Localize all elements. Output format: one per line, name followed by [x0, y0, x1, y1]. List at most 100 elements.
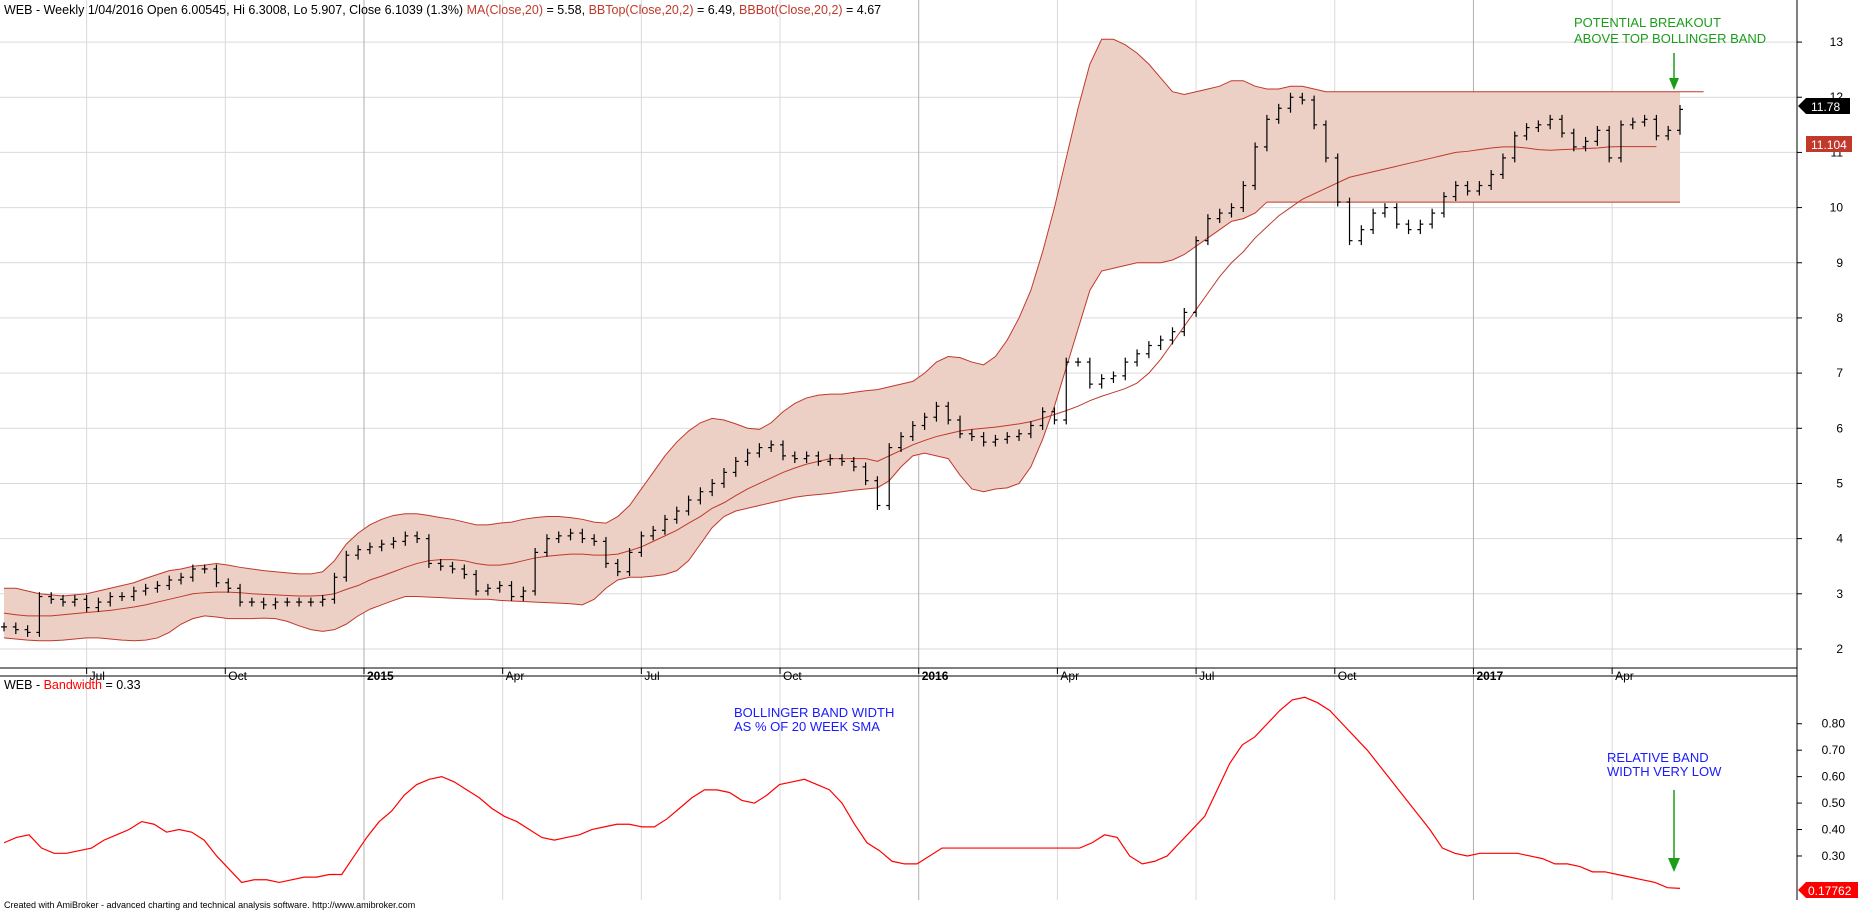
- price-bar: [130, 586, 137, 601]
- price-bar: [484, 583, 491, 596]
- price-bar: [1405, 219, 1412, 235]
- price-bar: [473, 570, 480, 596]
- price-bar: [1476, 181, 1483, 196]
- price-bar: [909, 421, 916, 441]
- price-bar: [1086, 357, 1093, 389]
- bandwidth-line: [3, 696, 1681, 889]
- price-bar: [1511, 131, 1518, 163]
- price-bar: [1417, 219, 1424, 235]
- price-bar: [720, 468, 727, 488]
- header-ma-label: MA(Close,20): [467, 3, 543, 17]
- price-bar: [248, 597, 255, 607]
- price-bar: [1499, 153, 1506, 179]
- price-tick-label: 10: [1830, 201, 1844, 215]
- price-tick-label: 4: [1836, 532, 1843, 546]
- price-bar: [1322, 120, 1329, 163]
- price-bar: [614, 559, 621, 577]
- price-bar: [1228, 203, 1235, 218]
- price-bar: [237, 583, 244, 607]
- price-bar: [36, 592, 43, 637]
- price-bar: [650, 525, 657, 541]
- price-bar: [1452, 181, 1459, 201]
- price-bar: [1358, 225, 1365, 246]
- bw-tick-label: 0.50: [1822, 796, 1846, 810]
- price-bar: [1063, 357, 1070, 425]
- price-bar: [425, 534, 432, 568]
- price-bar: [437, 559, 444, 571]
- price-bar: [886, 443, 893, 510]
- price-bar: [107, 592, 114, 607]
- price-bar: [1677, 104, 1683, 135]
- price-bar: [661, 514, 668, 535]
- price-bar: [555, 531, 562, 544]
- lower-header-symbol: WEB: [4, 678, 32, 692]
- price-bar: [921, 412, 928, 430]
- bw-tick-label: 0.80: [1822, 717, 1846, 731]
- price-bar: [1145, 341, 1152, 359]
- price-bar: [815, 451, 822, 466]
- price-bar: [1134, 349, 1141, 367]
- price-tick-label: 13: [1830, 35, 1844, 49]
- price-bar: [1535, 120, 1542, 132]
- ma-price-tag: 11.104: [1806, 136, 1852, 152]
- price-bar: [1488, 170, 1495, 190]
- price-bar: [378, 539, 385, 552]
- price-bar: [1181, 308, 1188, 337]
- price-bar: [791, 451, 798, 464]
- price-bar: [355, 545, 362, 560]
- price-bar: [992, 434, 999, 447]
- price-bar: [850, 456, 857, 472]
- price-bar: [1346, 197, 1353, 246]
- price-tick-label: 6: [1836, 421, 1843, 435]
- price-bar: [591, 534, 598, 546]
- price-bar: [779, 440, 786, 461]
- price-bar: [296, 597, 303, 607]
- price-bar: [626, 548, 633, 577]
- price-bar: [331, 572, 338, 604]
- price-bar: [12, 622, 19, 635]
- price-bar: [213, 564, 220, 588]
- price-bar: [709, 479, 716, 497]
- price-bar: [95, 597, 102, 612]
- price-bar: [508, 581, 515, 601]
- price-bar: [1110, 371, 1117, 384]
- header-bbbot-value: = 4.67: [843, 3, 882, 17]
- price-tick-label: 9: [1836, 256, 1843, 270]
- upper-header: WEB - Weekly 1/04/2016 Open 6.00545, Hi …: [4, 3, 881, 17]
- price-bar: [1582, 136, 1589, 152]
- price-bar: [1027, 421, 1034, 439]
- price-bar: [366, 542, 373, 555]
- low-width-arrow: [1668, 790, 1680, 872]
- price-bar: [1665, 125, 1672, 141]
- price-bar: [1039, 407, 1046, 430]
- bw-tick-label: 0.60: [1822, 770, 1846, 784]
- price-bar: [874, 476, 881, 510]
- time-tick-label: Apr: [1615, 669, 1634, 683]
- time-tick-label: Oct: [228, 669, 247, 683]
- price-bar: [71, 594, 78, 607]
- price-bar: [1440, 192, 1447, 218]
- price-bar: [1193, 236, 1200, 317]
- price-bar: [307, 597, 314, 607]
- price-bar: [166, 575, 173, 590]
- price-bar: [225, 578, 232, 593]
- breakout-arrow: [1669, 53, 1679, 90]
- close-price-text: 11.78: [1811, 100, 1840, 114]
- price-bar: [201, 564, 208, 574]
- price-bar: [697, 487, 704, 505]
- price-bar: [957, 415, 964, 439]
- price-bar: [579, 528, 586, 544]
- rel-annotation-line2: WIDTH VERY LOW: [1607, 764, 1722, 779]
- price-bar: [968, 429, 975, 441]
- price-bar: [638, 531, 645, 557]
- price-bar: [898, 432, 905, 452]
- price-bars: [1, 92, 1683, 637]
- price-bar: [945, 401, 952, 425]
- price-bar: [119, 592, 126, 601]
- price-bar: [319, 594, 326, 607]
- time-tick-label: Apr: [1060, 669, 1079, 683]
- price-bar: [343, 550, 350, 582]
- breakout-annotation-line2: ABOVE TOP BOLLINGER BAND: [1574, 31, 1766, 46]
